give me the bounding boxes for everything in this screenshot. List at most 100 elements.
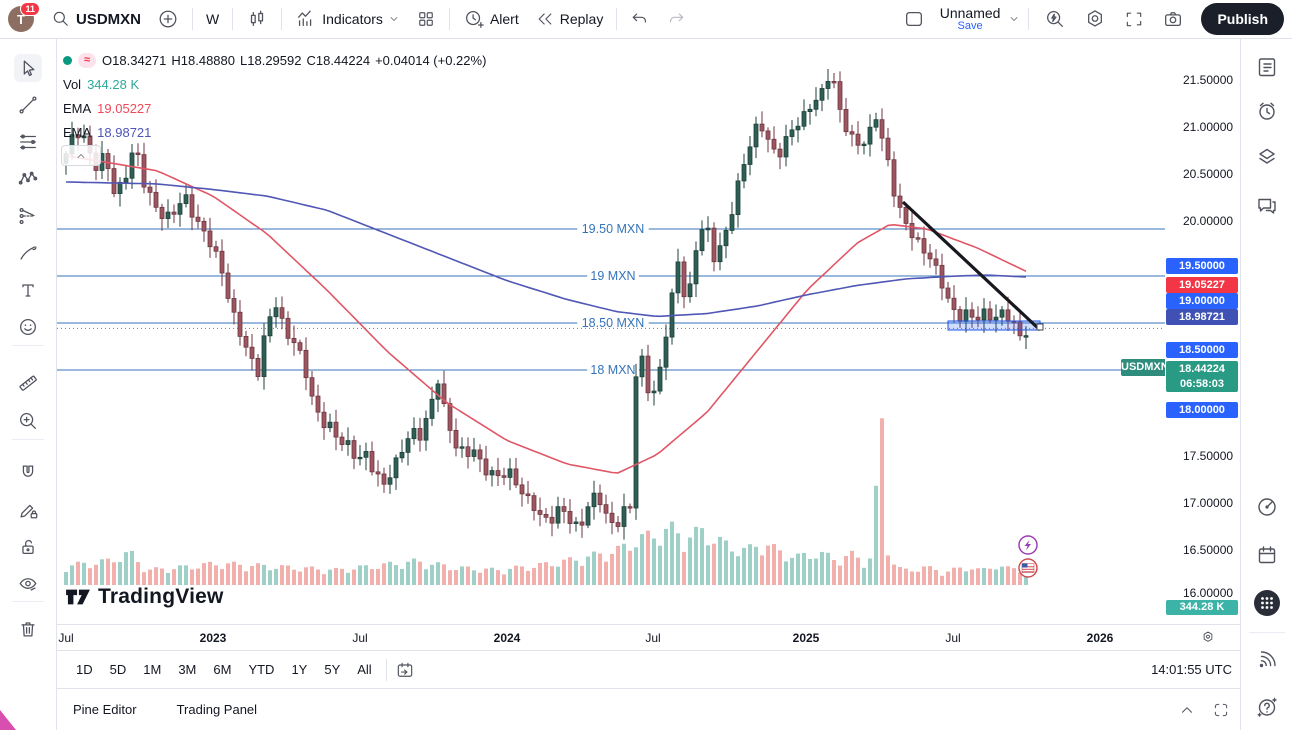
screener-radar-icon[interactable] (1253, 493, 1281, 521)
pattern-tool-button[interactable] (14, 165, 42, 193)
emoji-tool-button[interactable] (14, 313, 42, 341)
price-axis-badge: 19.05227 (1166, 277, 1238, 293)
symbol-search-button[interactable]: USDMXN (44, 6, 148, 32)
volume-value: 344.28 K (87, 76, 140, 92)
tab-trading-panel[interactable]: Trading Panel (176, 702, 258, 717)
object-tree-layers-icon[interactable] (1253, 143, 1281, 171)
legend-symbol-row[interactable]: ≈ O18.34271 H18.48880 L18.29592 C18.44224 +0… (63, 49, 491, 71)
corner-ribbon (0, 710, 16, 730)
tradingview-watermark: TradingView (65, 585, 224, 609)
legend-ema2-row[interactable]: EMA 18.98721 (63, 121, 491, 143)
tab-pine-editor[interactable]: Pine Editor (73, 702, 137, 717)
volume-axis-badge: 344.28 K (1166, 600, 1238, 615)
svg-text:18.50 MXN: 18.50 MXN (582, 316, 645, 330)
time-axis[interactable]: Jul 2023 Jul 2024 Jul 2025 Jul 2026 (57, 624, 1240, 650)
market-status-dot-icon (63, 55, 72, 65)
divider (616, 8, 618, 30)
text-tool-button[interactable] (14, 276, 42, 304)
interval-button[interactable]: W (199, 8, 226, 30)
chart-pane[interactable]: 19.50 MXN 19 MXN 18.50 MXN 18 MXN ≈ O18.342… (57, 39, 1165, 624)
layout-name-button[interactable]: Unnamed Save (936, 4, 1005, 34)
watermark-text: TradingView (98, 585, 224, 608)
user-avatar[interactable]: T 11 (8, 2, 40, 32)
magnet-tool-button[interactable] (14, 459, 42, 487)
compare-add-symbol-button[interactable] (150, 5, 186, 33)
alert-button[interactable]: Alert (456, 5, 526, 33)
settings-gear-button[interactable] (1077, 5, 1113, 33)
help-sparkle-icon[interactable] (1253, 693, 1281, 721)
legend-ema1-row[interactable]: EMA 19.05227 (63, 97, 491, 119)
price-axis-tick: 21.50000 (1183, 73, 1234, 87)
publish-button[interactable]: Publish (1201, 3, 1284, 35)
drawing-mode-lock-icon[interactable] (14, 496, 42, 524)
price-axis-tick: 20.00000 (1183, 214, 1234, 228)
indicator-templates-button[interactable] (409, 6, 443, 32)
indicators-icon (295, 8, 317, 30)
price-axis-tick: 20.50000 (1183, 167, 1234, 181)
candlestick-chart[interactable]: 19.50 MXN 19 MXN 18.50 MXN 18 MXN (57, 39, 1165, 624)
calendar-icon[interactable] (1253, 541, 1281, 569)
search-icon (51, 9, 71, 29)
current-price-value: 18.44224 (1179, 363, 1225, 375)
price-axis-badge: 18.50000 (1166, 342, 1238, 358)
clock-utc-label[interactable]: 14:01:55 UTC (1151, 662, 1232, 677)
chart-style-button[interactable] (239, 5, 275, 33)
save-label[interactable]: Save (957, 19, 983, 32)
watchlist-icon[interactable] (1253, 53, 1281, 81)
time-axis-year-label: 2024 (493, 631, 521, 645)
range-button-6m[interactable]: 6M (213, 662, 232, 677)
camera-snapshot-button[interactable] (1155, 5, 1191, 33)
time-axis-month-label: Jul (645, 631, 661, 645)
legend-collapse-toggle[interactable] (61, 145, 101, 166)
symbol-name: USDMXN (76, 10, 142, 28)
fib-retracement-tool-button[interactable] (14, 128, 42, 156)
divider (1249, 632, 1285, 633)
replay-label: Replay (559, 11, 604, 27)
redo-button[interactable] (659, 6, 693, 32)
brush-tool-button[interactable] (14, 239, 42, 267)
broadcast-signal-icon[interactable] (1253, 646, 1281, 674)
chevron-down-icon[interactable] (1008, 13, 1020, 25)
price-axis-tick: 21.00000 (1183, 120, 1234, 134)
approx-badge: ≈ (78, 52, 97, 68)
price-axis-badge: 18.98721 (1166, 309, 1238, 325)
range-button-3m[interactable]: 3M (178, 662, 197, 677)
drawing-toolbar (0, 39, 57, 730)
range-button-1d[interactable]: 1D (76, 662, 93, 677)
replay-button[interactable]: Replay (528, 6, 611, 32)
right-sidebar (1240, 39, 1292, 730)
alerts-clock-icon[interactable] (1253, 97, 1281, 125)
undo-button[interactable] (623, 6, 657, 32)
quick-search-button[interactable] (1037, 5, 1073, 33)
range-button-5d[interactable]: 5D (109, 662, 127, 677)
hide-drawings-eye-button[interactable] (14, 570, 42, 598)
panel-expand-chevron-icon[interactable] (1178, 701, 1196, 719)
indicators-button[interactable]: Indicators (288, 5, 407, 33)
range-button-1m[interactable]: 1M (143, 662, 162, 677)
layout-name: Unnamed (939, 4, 1001, 21)
fullscreen-button[interactable] (1117, 6, 1151, 32)
cursor-tool-button[interactable] (14, 54, 42, 82)
time-axis-settings-icon[interactable] (1200, 629, 1216, 645)
range-button-5y[interactable]: 5Y (324, 662, 341, 677)
measure-tool-button[interactable] (14, 369, 42, 397)
remove-drawings-trash-button[interactable] (14, 615, 42, 643)
legend-volume-row[interactable]: Vol 344.28 K (63, 73, 491, 95)
alert-label: Alert (489, 11, 519, 27)
go-to-date-calendar-icon[interactable] (395, 660, 415, 680)
price-axis[interactable]: 21.50000 21.00000 20.50000 20.00000 17.50000… (1165, 39, 1240, 624)
layout-select-button[interactable] (896, 5, 932, 33)
range-button-1y[interactable]: 1Y (291, 662, 308, 677)
chat-icon[interactable] (1253, 191, 1281, 219)
price-axis-tick: 17.50000 (1183, 449, 1234, 463)
divider (12, 439, 44, 440)
trend-line-tool-button[interactable] (14, 91, 42, 119)
apps-grid-icon[interactable] (1253, 589, 1281, 617)
range-button-all[interactable]: All (357, 662, 372, 677)
divider (1028, 8, 1030, 30)
panel-maximize-icon[interactable] (1212, 701, 1230, 719)
projection-tool-button[interactable] (14, 202, 42, 230)
range-button-ytd[interactable]: YTD (248, 662, 275, 677)
lock-drawings-button[interactable] (14, 533, 42, 561)
zoom-in-tool-button[interactable] (14, 407, 42, 435)
